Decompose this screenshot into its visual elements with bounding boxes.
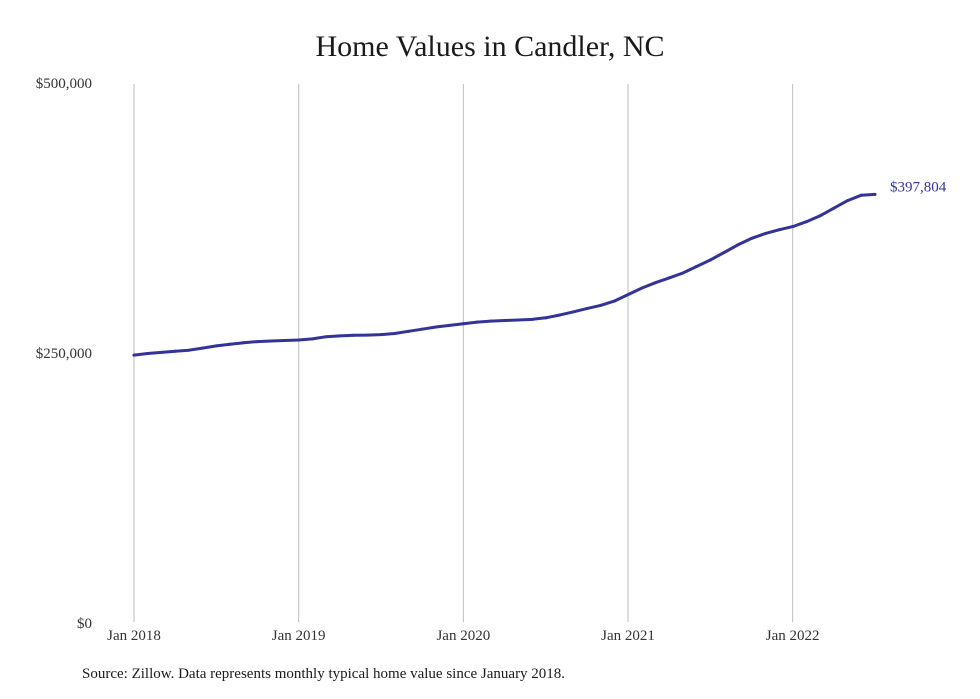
- x-tick-label: Jan 2021: [601, 628, 655, 644]
- data-point: [612, 299, 616, 303]
- data-point: [846, 199, 850, 203]
- x-tick-label: Jan 2020: [436, 628, 490, 644]
- data-point: [585, 307, 589, 311]
- data-point: [791, 225, 795, 229]
- data-point: [324, 335, 328, 339]
- x-tick-label: Jan 2019: [272, 628, 326, 644]
- source-note: Source: Zillow. Data represents monthly …: [82, 666, 566, 682]
- data-point: [379, 333, 383, 337]
- data-point: [722, 250, 726, 254]
- data-point: [242, 341, 246, 345]
- data-point: [750, 236, 753, 240]
- data-point: [557, 313, 561, 317]
- data-point: [503, 319, 506, 323]
- data-point: [695, 265, 699, 269]
- data-point: [708, 258, 712, 262]
- data-point: [859, 193, 863, 197]
- data-point: [352, 333, 356, 337]
- data-point: [804, 220, 808, 224]
- data-point: [489, 319, 493, 323]
- data-point: [214, 344, 218, 348]
- end-value-label: $397,804: [890, 179, 947, 195]
- gridlines: [133, 84, 794, 622]
- data-point: [256, 340, 259, 344]
- data-point: [228, 342, 232, 346]
- data-point: [544, 316, 548, 320]
- data-point: [310, 337, 314, 341]
- data-labels: $397,804: [890, 179, 947, 195]
- data-point: [530, 317, 534, 321]
- y-tick-label: $0: [77, 616, 92, 632]
- series-layer: [132, 192, 877, 357]
- data-point: [475, 320, 479, 324]
- data-point: [640, 286, 644, 290]
- data-point: [393, 331, 397, 335]
- data-point: [201, 346, 205, 350]
- data-point: [736, 243, 740, 247]
- y-tick-label: $500,000: [36, 76, 92, 92]
- data-point: [777, 228, 781, 232]
- data-point: [132, 353, 136, 357]
- data-point: [159, 350, 163, 354]
- x-tick-label: Jan 2022: [766, 628, 820, 644]
- data-point: [763, 232, 767, 236]
- series-line: [132, 192, 877, 357]
- y-axis-ticks: $500,000 $250,000 $0: [36, 76, 92, 632]
- data-point: [448, 323, 452, 327]
- x-tick-label: Jan 2018: [107, 628, 161, 644]
- x-axis-ticks: Jan 2018 Jan 2019 Jan 2020 Jan 2021 Jan 2022: [107, 628, 819, 644]
- data-point: [338, 334, 342, 338]
- data-point: [187, 348, 191, 352]
- data-point: [434, 325, 438, 329]
- data-point: [599, 303, 603, 307]
- data-point: [818, 214, 822, 218]
- data-point: [283, 339, 287, 342]
- data-point: [626, 293, 630, 297]
- data-point: [681, 271, 685, 275]
- data-point: [420, 327, 424, 331]
- chart-title: Home Values in Candler, NC: [315, 30, 665, 63]
- data-point: [832, 206, 836, 210]
- data-point: [461, 322, 465, 326]
- y-tick-label: $250,000: [36, 346, 92, 362]
- data-point: [269, 339, 273, 343]
- data-point: [365, 333, 369, 337]
- data-point: [571, 310, 575, 314]
- data-point: [667, 276, 671, 280]
- data-point: [873, 192, 877, 196]
- data-point: [516, 318, 520, 322]
- data-point: [146, 351, 150, 355]
- data-point: [173, 349, 177, 353]
- data-point: [297, 338, 301, 342]
- data-point: [653, 281, 657, 285]
- data-point: [406, 329, 410, 333]
